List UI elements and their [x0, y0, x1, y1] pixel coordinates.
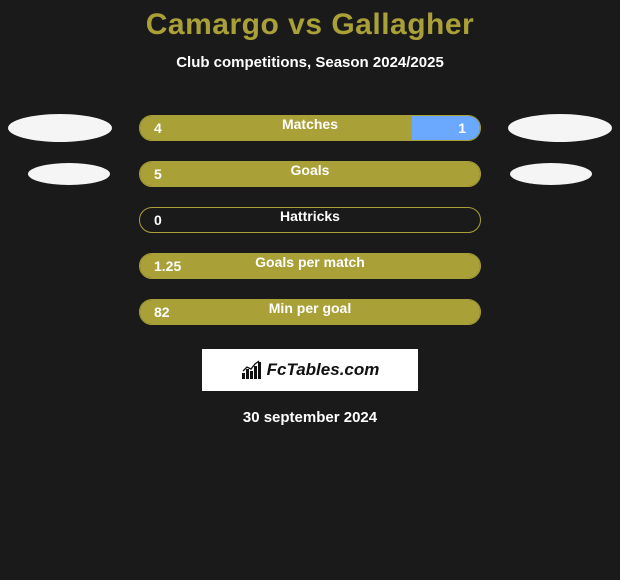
- page-subtitle: Club competitions, Season 2024/2025: [0, 54, 620, 71]
- stat-bar: Min per goal82: [139, 299, 481, 325]
- stat-row: Goals per match1.25: [0, 243, 620, 289]
- stat-label: Hattricks: [280, 208, 340, 224]
- stat-value-left: 0: [154, 212, 162, 228]
- bar-fill-left: [140, 116, 412, 140]
- stat-row: Hattricks 0: [0, 197, 620, 243]
- bar-fill-right: [412, 116, 480, 140]
- logo-text: FcTables.com: [267, 360, 380, 380]
- logo-inner: FcTables.com: [241, 360, 380, 380]
- stat-row: Min per goal82: [0, 289, 620, 335]
- page-title: Camargo vs Gallagher: [0, 8, 620, 42]
- stats-list: Matches41 Goals5 Hattricks 0 Goals per match…: [0, 105, 620, 335]
- comparison-widget: Camargo vs Gallagher Club competitions, …: [0, 0, 620, 426]
- player-avatar-left: [28, 163, 110, 185]
- stat-bar: Goals per match1.25: [139, 253, 481, 279]
- site-logo[interactable]: FcTables.com: [202, 349, 418, 391]
- stat-bar: Hattricks 0: [139, 207, 481, 233]
- stat-bar: Matches41: [139, 115, 481, 141]
- player-avatar-left: [8, 114, 112, 142]
- player-avatar-right: [508, 114, 612, 142]
- stat-row: Goals5: [0, 151, 620, 197]
- bar-fill-left: [140, 300, 480, 324]
- footer-date: 30 september 2024: [0, 409, 620, 426]
- player-avatar-right: [510, 163, 592, 185]
- bar-fill-left: [140, 254, 480, 278]
- stat-row: Matches41: [0, 105, 620, 151]
- bar-chart-icon: [241, 360, 263, 380]
- bar-fill-left: [140, 162, 480, 186]
- stat-bar: Goals5: [139, 161, 481, 187]
